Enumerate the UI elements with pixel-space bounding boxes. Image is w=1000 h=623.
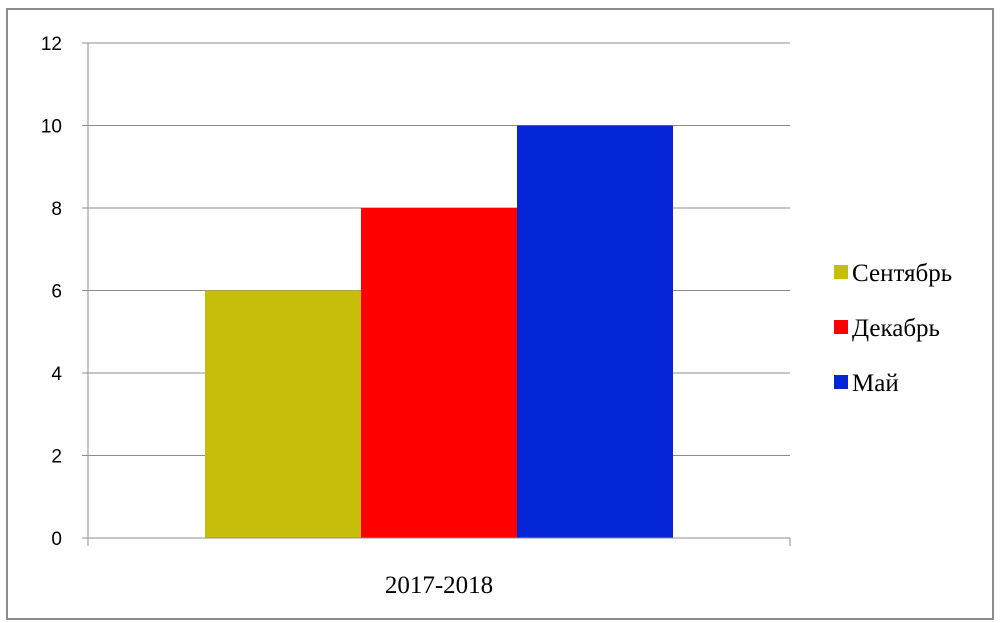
y-tick-label: 12 — [41, 34, 62, 55]
legend-label: Сентябрь — [852, 260, 952, 287]
x-axis: 2017-2018 — [87, 537, 791, 599]
y-tick-label: 4 — [51, 364, 62, 385]
y-tick-label: 2 — [51, 447, 62, 468]
legend-swatch — [834, 265, 848, 279]
bars — [205, 125, 673, 538]
y-tick-label: 0 — [51, 529, 62, 550]
y-axis: 0 2 4 6 8 10 12 — [41, 34, 89, 550]
legend-label: Май — [852, 370, 899, 397]
y-tick-label: 10 — [41, 117, 62, 138]
x-category-label: 2017-2018 — [385, 572, 493, 599]
bar-2 — [361, 208, 517, 538]
bar-1 — [205, 290, 361, 538]
legend-swatch — [834, 375, 848, 389]
y-tick-label: 8 — [51, 199, 62, 220]
legend: Сентябрь Декабрь Май — [834, 260, 952, 397]
legend-label: Декабрь — [852, 315, 940, 342]
bar-3 — [517, 125, 673, 538]
legend-swatch — [834, 320, 848, 334]
y-tick-label: 6 — [51, 282, 62, 303]
